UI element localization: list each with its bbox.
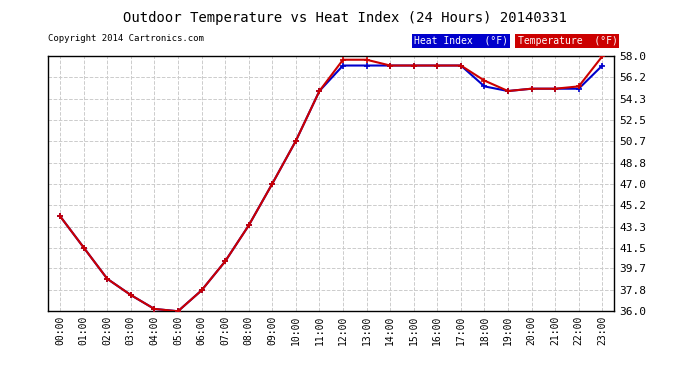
Text: Temperature  (°F): Temperature (°F) bbox=[518, 36, 618, 46]
Text: Heat Index  (°F): Heat Index (°F) bbox=[414, 36, 508, 46]
Text: Copyright 2014 Cartronics.com: Copyright 2014 Cartronics.com bbox=[48, 34, 204, 43]
Text: Outdoor Temperature vs Heat Index (24 Hours) 20140331: Outdoor Temperature vs Heat Index (24 Ho… bbox=[123, 11, 567, 25]
